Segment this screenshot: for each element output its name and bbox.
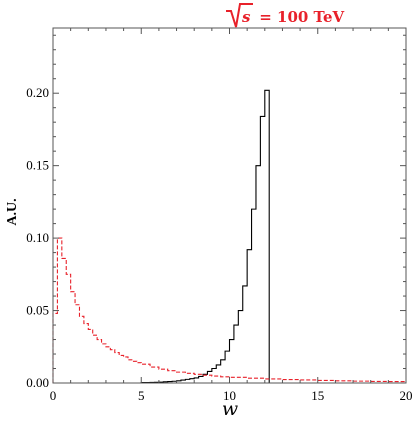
series-1-line <box>140 89 274 384</box>
series-1 <box>140 89 274 384</box>
x-axis-ticks: 0 5 10 15 20 <box>50 28 413 403</box>
y-tick-label: 0.10 <box>26 230 49 245</box>
x-tick-label: 5 <box>138 388 145 403</box>
series-2-line <box>52 237 406 383</box>
x-tick-label: 0 <box>50 388 57 403</box>
title-suffix: = 100 TeV <box>254 8 345 26</box>
title-radicand: s <box>242 8 251 26</box>
x-axis-label: w <box>222 398 238 420</box>
y-tick-label: 0.05 <box>26 303 49 318</box>
y-tick-label: 0.00 <box>26 375 49 390</box>
series-2 <box>52 237 406 383</box>
sqrt-symbol <box>226 3 253 28</box>
y-axis-ticks: 0.00 0.05 0.10 0.15 0.20 <box>26 34 406 390</box>
y-tick-label: 0.15 <box>26 158 49 173</box>
chart-title: s = 100 TeV <box>226 3 345 28</box>
plot-frame <box>52 27 407 384</box>
y-axis-label: A.U. <box>5 198 20 225</box>
x-tick-label: 10 <box>223 388 236 403</box>
x-tick-label: 20 <box>400 388 413 403</box>
series-layer <box>52 89 406 384</box>
x-tick-label: 15 <box>311 388 324 403</box>
y-tick-label: 0.20 <box>26 85 49 100</box>
